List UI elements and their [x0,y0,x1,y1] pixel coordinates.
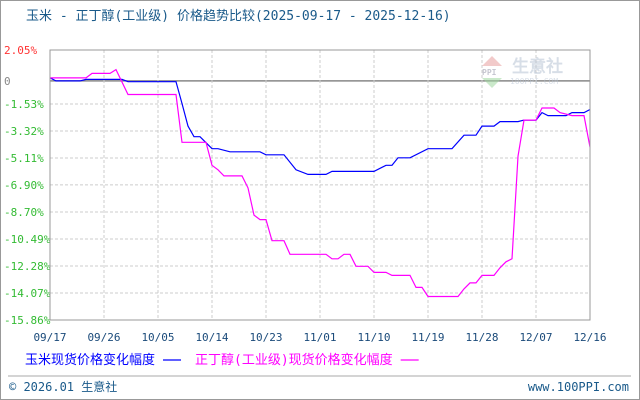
x-tick-label: 11/19 [411,331,444,344]
x-tick-label: 10/23 [249,331,282,344]
y-tick-label: -6.90% [4,179,44,192]
y-tick-label: -8.70% [4,206,44,219]
x-tick-label: 11/28 [465,331,498,344]
y-tick-label: -5.11% [4,152,44,165]
svg-text:PPI: PPI [482,68,497,77]
y-tick-label: -1.53% [4,98,44,111]
series-lines [49,68,591,298]
chart-title: 玉米 - 正丁醇(工业级) 价格趋势比较(2025-09-17 - 2025-1… [26,8,451,24]
y-tick-label: -15.86% [4,314,51,327]
x-tick-label: 09/17 [33,331,66,344]
x-tick-label: 12/07 [519,331,552,344]
series-line-2 [50,68,591,298]
watermark-site: 100PPI.COM [510,77,558,86]
x-tick-label: 10/05 [141,331,174,344]
y-tick-label: -3.32% [4,125,44,138]
y-tick-label: 0 [4,75,11,88]
x-tick-label: 11/01 [303,331,336,344]
watermark-name: 生意社 [512,56,563,77]
legend-label-1: 玉米现货价格变化幅度 [25,352,155,368]
x-tick-label: 11/10 [357,331,390,344]
plot-border [49,49,591,321]
legend-label-2: 正丁醇(工业级)现货价格变化幅度 [195,352,393,368]
y-tick-label: -14.07% [4,287,51,300]
x-axis-labels: 09/17 09/26 10/05 10/14 10/23 11/01 11/10 11/19… [33,331,606,344]
footer-copyright: © 2026.01 生意社 [9,379,117,394]
watermark-logo: PPI 生意社 100PPI.COM [482,56,563,88]
y-tick-label: -10.49% [4,233,51,246]
x-tick-label: 12/16 [573,331,606,344]
y-tick-label: -12.28% [4,260,51,273]
footer-url[interactable]: www.100PPI.com [528,380,629,394]
y-tick-label: 2.05% [4,44,37,57]
y-axis-labels: 2.05% 0 -1.53% -3.32% -5.11% -6.90% -8.70% -10.… [4,44,51,327]
grid [49,49,591,321]
legend: 玉米现货价格变化幅度 正丁醇(工业级)现货价格变化幅度 [25,352,419,368]
x-tick-label: 09/26 [87,331,120,344]
x-tick-label: 10/14 [195,331,228,344]
